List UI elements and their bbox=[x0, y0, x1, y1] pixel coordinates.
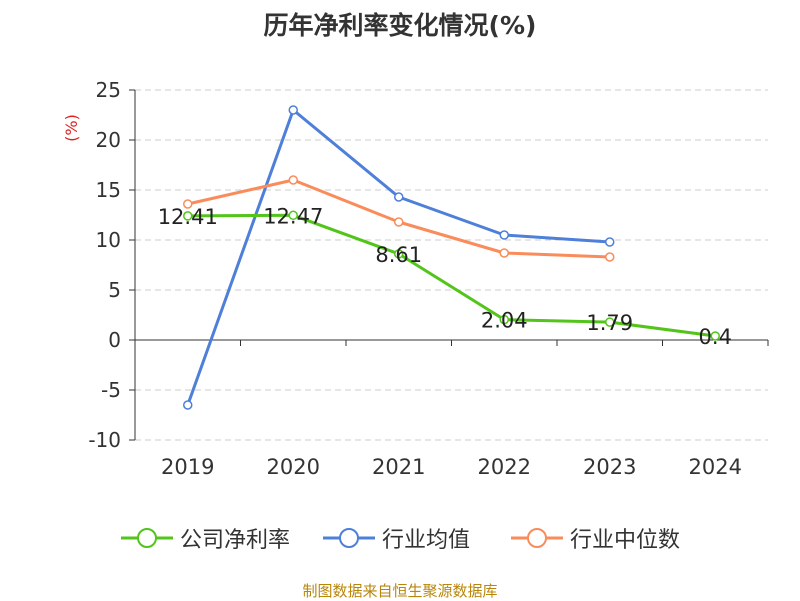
x-tick-label: 2021 bbox=[372, 455, 425, 479]
x-tick-label: 2024 bbox=[689, 455, 742, 479]
y-tick-label: 20 bbox=[96, 128, 121, 152]
y-tick-label: 10 bbox=[96, 228, 121, 252]
legend-label: 行业均值 bbox=[382, 528, 471, 553]
data-point bbox=[499, 314, 509, 325]
series-line-1 bbox=[187, 213, 716, 338]
data-point bbox=[605, 252, 615, 262]
data-source-note: 制图数据来自恒生聚源数据库 bbox=[302, 582, 498, 600]
data-label: 2.04 bbox=[481, 309, 528, 333]
data-point bbox=[288, 105, 298, 115]
data-label: 12.47 bbox=[263, 204, 323, 228]
legend-symbol bbox=[323, 528, 375, 548]
y-tick-label: 0 bbox=[108, 328, 121, 352]
legend-item: 行业中位数 bbox=[510, 520, 680, 556]
data-point bbox=[605, 317, 615, 327]
data-point bbox=[394, 217, 404, 227]
data-point bbox=[605, 237, 615, 247]
data-point bbox=[499, 230, 509, 240]
data-label: 12.41 bbox=[158, 205, 218, 229]
data-point bbox=[710, 331, 720, 341]
legend-label: 公司净利率 bbox=[180, 528, 291, 553]
data-point bbox=[394, 249, 404, 259]
data-label: 1.79 bbox=[586, 311, 633, 335]
x-tick-label: 2023 bbox=[583, 455, 636, 479]
chart-title: 历年净利率变化情况(%) bbox=[263, 11, 537, 40]
legend-item: 公司净利率 bbox=[120, 520, 290, 556]
legend-symbol bbox=[121, 528, 173, 548]
y-tick-label: 25 bbox=[96, 78, 121, 102]
data-point bbox=[183, 199, 193, 209]
legend-label: 行业中位数 bbox=[570, 528, 681, 553]
y-tick-label: 15 bbox=[96, 178, 121, 202]
data-point bbox=[183, 400, 193, 410]
data-label: 8.61 bbox=[375, 243, 422, 267]
y-tick-label: 5 bbox=[108, 278, 121, 302]
legend-symbol bbox=[511, 528, 563, 548]
data-point bbox=[183, 211, 193, 221]
data-point bbox=[394, 192, 404, 202]
y-tick-label: -5 bbox=[101, 378, 121, 402]
x-tick-label: 2020 bbox=[267, 455, 320, 479]
chart-legend: 公司净利率 行业均值 行业中位数 bbox=[0, 520, 800, 556]
data-label: 0.4 bbox=[699, 325, 732, 349]
x-tick-label: 2019 bbox=[161, 455, 214, 479]
y-axis-label: (%) bbox=[62, 114, 81, 142]
x-tick-label: 2022 bbox=[478, 455, 531, 479]
y-tick-label: -10 bbox=[88, 428, 121, 452]
data-point bbox=[499, 248, 509, 258]
data-point bbox=[288, 175, 298, 185]
legend-item: 行业均值 bbox=[322, 520, 470, 556]
data-point bbox=[288, 210, 298, 221]
